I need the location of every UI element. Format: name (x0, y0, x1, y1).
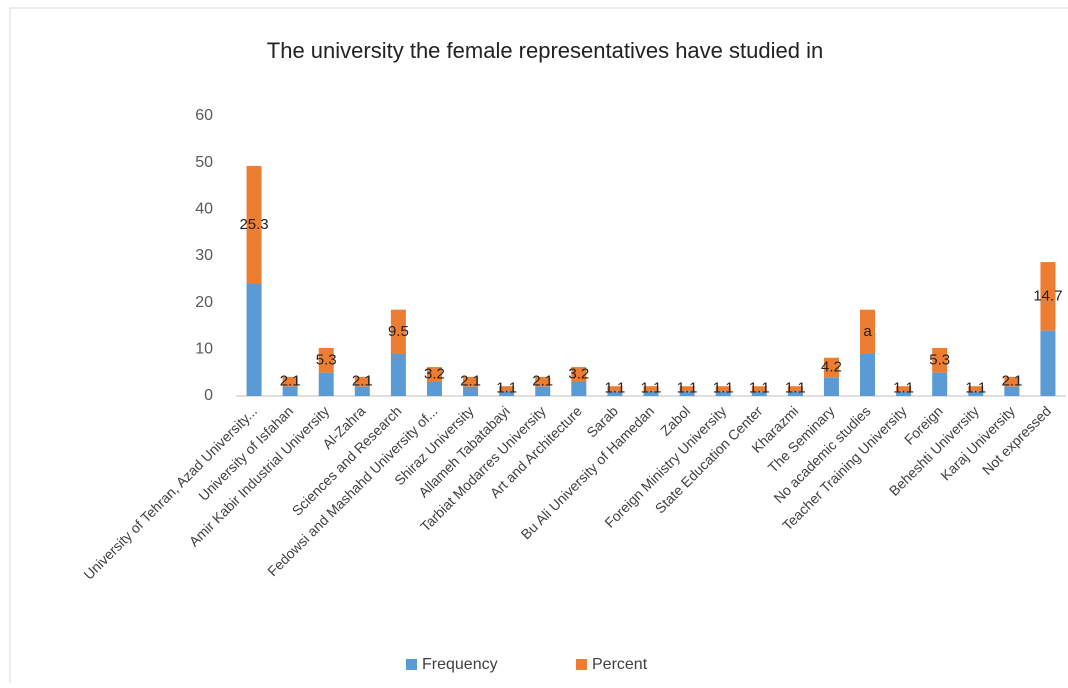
data-label: 1.1 (713, 380, 734, 397)
data-label: 9.5 (388, 323, 409, 340)
chart-border (9, 7, 1068, 688)
bar-segment (860, 309, 876, 354)
bar-segment (1004, 386, 1020, 396)
data-label: 4.2 (821, 359, 842, 376)
bar-segment (715, 386, 731, 392)
y-tick-label: 30 (195, 247, 213, 264)
bar-segment (246, 284, 262, 396)
bar-segment (1040, 330, 1056, 396)
bar-segment (1004, 376, 1020, 387)
legend-swatch (576, 659, 587, 670)
data-label: 3.2 (424, 366, 445, 383)
bar-segment (282, 376, 298, 387)
bar-segment (535, 386, 551, 396)
data-label: 5.3 (316, 351, 337, 368)
data-label: 1.1 (677, 380, 698, 397)
bar-segment (896, 391, 912, 396)
bar-segment (318, 347, 334, 373)
data-label: 1.1 (785, 380, 806, 397)
legend-swatch (406, 659, 417, 670)
bar-segment (426, 382, 442, 396)
bar-segment (571, 382, 587, 396)
data-label: 2.1 (1001, 373, 1022, 390)
bar-segment (679, 386, 695, 392)
bar-segment (823, 377, 839, 396)
bar-segment (499, 391, 515, 396)
bar-segment (751, 391, 767, 396)
bar-segment (643, 391, 659, 396)
bar-segment (896, 386, 912, 392)
data-label: 1.1 (893, 380, 914, 397)
bar-segment (1040, 262, 1056, 331)
bar-segment (390, 309, 406, 354)
bar-segment (318, 372, 334, 396)
data-label: 5.3 (929, 351, 950, 368)
bar-segment (787, 386, 803, 392)
bar-segment (607, 391, 623, 396)
bar-segment (463, 376, 479, 387)
y-tick-label: 50 (195, 154, 213, 171)
data-label: 1.1 (496, 380, 517, 397)
y-tick-label: 20 (195, 294, 213, 311)
bar-segment (787, 391, 803, 396)
bar-segment (643, 386, 659, 392)
bar-segment (932, 372, 948, 396)
bar-segment (426, 367, 442, 382)
y-tick-label: 0 (204, 387, 213, 404)
data-label: a (863, 323, 872, 340)
bar-segment (823, 357, 839, 378)
chart-title: The university the female representative… (267, 38, 823, 63)
bar-segment (679, 391, 695, 396)
data-label: 2.1 (280, 373, 301, 390)
bar-segment (751, 386, 767, 392)
y-tick-label: 40 (195, 201, 213, 218)
legend-label: Frequency (422, 656, 498, 673)
data-label: 2.1 (532, 373, 553, 390)
bar-segment (607, 386, 623, 392)
data-label: 14.7 (1033, 287, 1062, 304)
bar-segment (463, 386, 479, 396)
legend-label: Percent (592, 656, 648, 673)
bar-segment (390, 354, 406, 396)
bar-segment (968, 386, 984, 392)
data-label: 1.1 (965, 380, 986, 397)
bar-segment (354, 386, 370, 396)
bar-segment (499, 386, 515, 392)
data-label: 1.1 (604, 380, 625, 397)
bar-segment (968, 391, 984, 396)
bar-segment (571, 367, 587, 382)
bar-segment (932, 347, 948, 373)
y-tick-label: 60 (195, 107, 213, 124)
data-label: 2.1 (460, 373, 481, 390)
bar-segment (246, 165, 262, 284)
bar-segment (354, 376, 370, 387)
data-label: 1.1 (641, 380, 662, 397)
data-label: 2.1 (352, 373, 373, 390)
bar-segment (535, 376, 551, 387)
bar-segment (860, 354, 876, 396)
y-tick-label: 10 (195, 341, 213, 358)
data-label: 1.1 (749, 380, 770, 397)
data-label: 25.3 (239, 216, 268, 233)
bar-segment (282, 386, 298, 396)
data-label: 3.2 (568, 366, 589, 383)
bar-segment (715, 391, 731, 396)
